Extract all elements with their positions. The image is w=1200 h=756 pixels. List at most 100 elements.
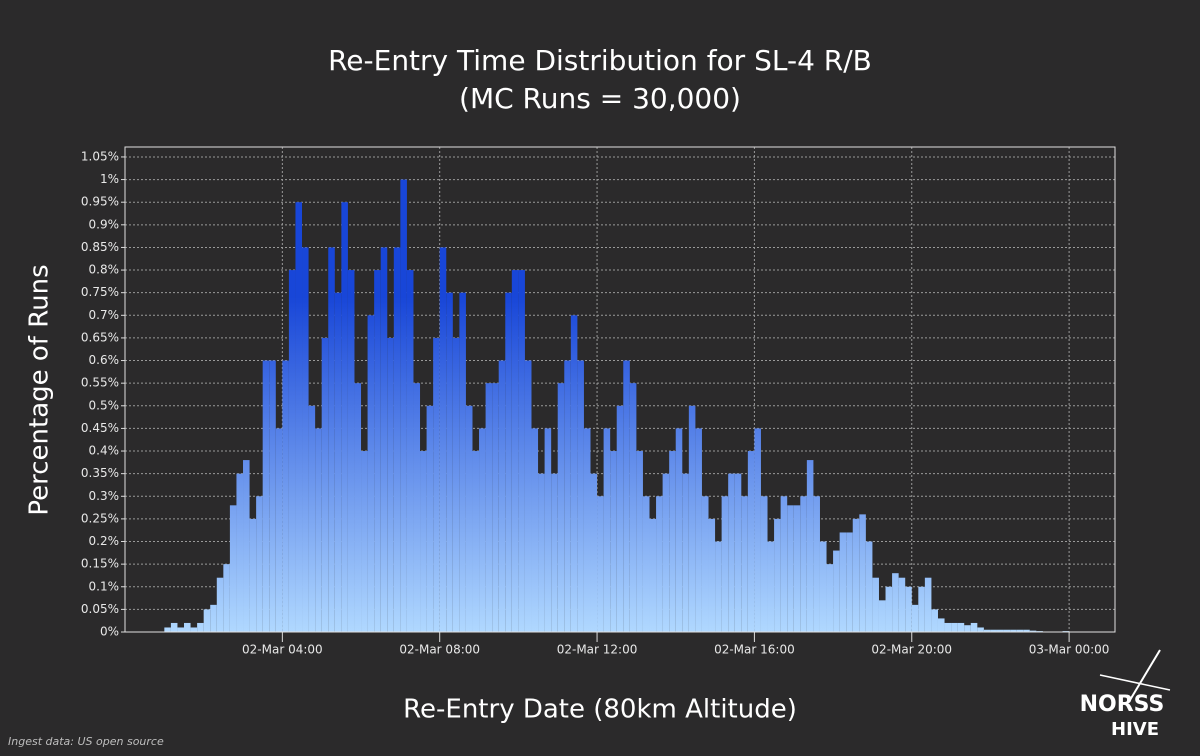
y-axis-label: Percentage of Runs — [25, 264, 55, 515]
bar — [780, 496, 788, 632]
x-tick-label: 02-Mar 04:00 — [242, 643, 323, 657]
bar — [754, 428, 761, 632]
y-tick-label: 0.9% — [89, 217, 120, 231]
chart-title: Re-Entry Time Distribution for SL-4 R/B — [328, 44, 872, 77]
bar — [505, 292, 512, 632]
y-tick-label: 0.6% — [89, 353, 120, 367]
bar — [511, 270, 519, 632]
bar — [249, 518, 257, 632]
bar — [852, 518, 860, 632]
bar — [1023, 629, 1030, 632]
bar — [334, 292, 342, 632]
bar — [905, 586, 912, 632]
bar — [616, 405, 624, 632]
bar — [701, 496, 709, 632]
y-tick-label: 0.5% — [89, 398, 120, 412]
bar — [1003, 629, 1011, 632]
bar — [262, 360, 270, 632]
bar — [957, 622, 965, 632]
y-tick-label: 0.2% — [89, 534, 120, 548]
bar — [446, 292, 453, 632]
y-tick-label: 1% — [100, 172, 119, 186]
bar — [623, 360, 630, 632]
bar — [833, 550, 840, 632]
bar — [433, 337, 440, 632]
bar — [472, 451, 480, 632]
bar — [885, 586, 893, 632]
y-tick-label: 0.75% — [81, 285, 119, 299]
bar — [682, 473, 689, 632]
bar — [721, 496, 729, 632]
bar — [577, 360, 584, 632]
bar — [1029, 630, 1037, 632]
bar — [361, 451, 368, 632]
bar — [564, 360, 571, 632]
y-tick-label: 0.7% — [89, 308, 120, 322]
bar — [774, 518, 781, 632]
logo-text: NORSS — [1080, 692, 1165, 717]
bar — [492, 383, 499, 632]
y-tick-label: 0.15% — [81, 557, 119, 571]
y-tick-label: 0.45% — [81, 421, 119, 435]
bar — [374, 270, 381, 632]
y-tick-label: 0.25% — [81, 511, 119, 525]
bar — [695, 428, 702, 632]
bar — [977, 627, 984, 632]
bar — [983, 629, 991, 632]
bar — [898, 577, 906, 632]
bar — [937, 618, 945, 632]
bar — [787, 505, 794, 632]
bar — [570, 315, 578, 632]
bar — [210, 604, 217, 632]
bar — [911, 604, 919, 632]
bar — [380, 247, 388, 633]
bar — [924, 577, 932, 632]
source-note: Ingest data: US open source — [8, 735, 164, 748]
bar — [760, 496, 768, 632]
bar — [590, 473, 598, 632]
y-tick-label: 0% — [100, 625, 119, 639]
bar — [203, 609, 211, 632]
bar — [918, 586, 925, 632]
bar — [688, 405, 696, 632]
y-tick-label: 1.05% — [81, 149, 119, 163]
bar — [498, 360, 506, 632]
y-tick-label: 0.95% — [81, 195, 119, 209]
bar — [190, 627, 198, 632]
bar — [452, 337, 460, 632]
chart-subtitle: (MC Runs = 30,000) — [459, 82, 741, 115]
bar — [662, 473, 670, 632]
bar — [236, 473, 244, 632]
bar — [243, 460, 250, 632]
bar — [819, 541, 827, 632]
bar — [656, 496, 663, 632]
y-tick-label: 0.55% — [81, 376, 119, 390]
bar — [892, 573, 899, 632]
y-tick-label: 0.3% — [89, 489, 120, 503]
bar — [669, 451, 676, 632]
y-tick-label: 0.4% — [89, 444, 120, 458]
bar — [164, 627, 171, 632]
bar — [551, 473, 558, 632]
bar — [813, 496, 820, 632]
bar — [728, 473, 735, 632]
bar — [931, 609, 938, 632]
bar — [747, 451, 755, 632]
bar — [878, 600, 886, 632]
bar — [800, 496, 807, 632]
y-tick-label: 0.65% — [81, 330, 119, 344]
bar — [990, 629, 997, 632]
bar — [216, 577, 224, 632]
bar — [393, 247, 401, 633]
bar — [256, 496, 263, 632]
bar — [229, 505, 237, 632]
bar — [1010, 629, 1017, 632]
bar — [708, 518, 716, 632]
bar — [806, 460, 814, 632]
bar — [479, 428, 486, 632]
plot-frame — [124, 146, 1116, 633]
bar — [184, 622, 191, 632]
bar — [400, 179, 407, 632]
bar — [321, 337, 329, 632]
